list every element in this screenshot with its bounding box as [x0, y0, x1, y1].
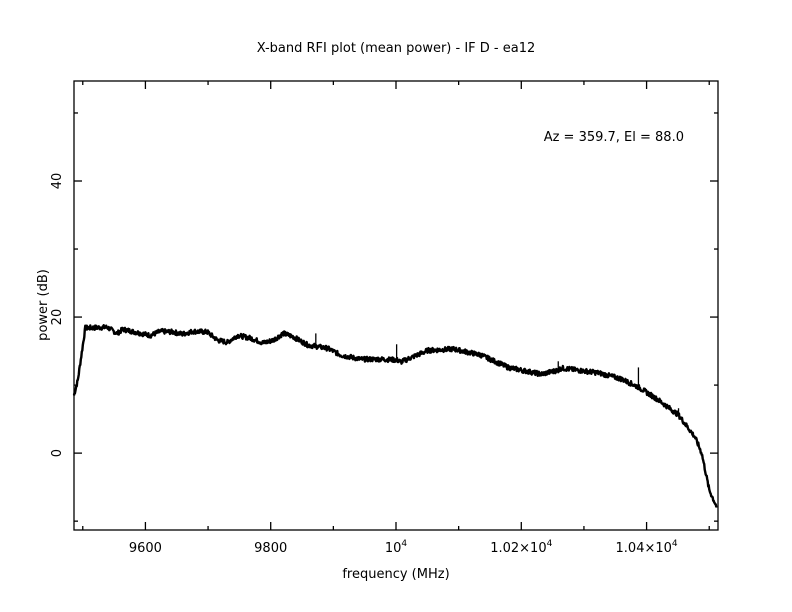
- data-point: [306, 344, 309, 346]
- y-tick-label: 20: [50, 309, 65, 326]
- power-series-line: [72, 324, 718, 508]
- x-tick-label-exponent: 4: [547, 539, 553, 549]
- annotation-az-el: Az = 359.7, El = 88.0: [544, 130, 684, 145]
- data-point: [708, 489, 711, 491]
- data-point: [560, 367, 563, 369]
- x-tick-label: 9600: [129, 541, 162, 556]
- data-point: [84, 327, 87, 329]
- x-tick-label: 1.04×104: [616, 539, 678, 556]
- data-point: [206, 331, 209, 333]
- x-axis-label: frequency (MHz): [342, 567, 449, 582]
- x-tick-label-base: 1.04×10: [616, 541, 672, 556]
- data-point: [172, 331, 174, 333]
- data-point: [106, 326, 109, 329]
- y-axis-label: power (dB): [36, 269, 51, 341]
- data-point: [540, 373, 543, 376]
- x-tick-label: 104: [385, 539, 408, 556]
- data-point: [326, 347, 329, 350]
- data-point: [73, 394, 75, 397]
- data-point: [262, 342, 264, 344]
- data-point: [657, 399, 660, 401]
- data-point: [360, 358, 362, 361]
- data-point: [340, 354, 342, 356]
- plot-frame: [73, 80, 719, 531]
- data-point: [700, 452, 703, 454]
- x-tick-label: 9800: [254, 541, 287, 556]
- data-point: [272, 339, 275, 341]
- data-point: [249, 337, 252, 339]
- data-point: [122, 328, 124, 331]
- data-point: [452, 348, 455, 350]
- data-point: [149, 334, 152, 337]
- x-tick-label: 1.02×104: [490, 539, 552, 556]
- data-point: [292, 335, 295, 338]
- x-tick-label-base: 1.02×10: [490, 541, 546, 556]
- data-point: [400, 361, 402, 363]
- data-point: [380, 358, 382, 361]
- data-point: [236, 334, 239, 337]
- data-point: [694, 435, 696, 438]
- data-point: [480, 354, 482, 356]
- data-point: [116, 332, 119, 335]
- y-tick-label: 40: [50, 173, 65, 190]
- data-point: [427, 349, 429, 352]
- data-point: [226, 341, 229, 344]
- data-point: [216, 339, 219, 341]
- data-point: [507, 366, 509, 369]
- chart-title: X-band RFI plot (mean power) - IF D - ea…: [257, 41, 536, 56]
- data-point: [715, 506, 718, 508]
- data-point: [192, 330, 194, 333]
- x-tick-label-exponent: 4: [672, 539, 678, 549]
- data-point: [76, 379, 79, 382]
- data-point: [620, 378, 623, 380]
- x-tick-label-base: 9600: [129, 541, 162, 556]
- data-point: [597, 372, 600, 374]
- data-point: [282, 332, 285, 335]
- x-tick-label-exponent: 4: [401, 539, 407, 549]
- x-tick-label-base: 10: [385, 541, 402, 556]
- data-point: [637, 386, 640, 388]
- x-tick-label-base: 9800: [254, 541, 287, 556]
- data-point: [159, 330, 162, 333]
- data-point: [181, 333, 184, 335]
- y-tick-label: 0: [50, 449, 65, 457]
